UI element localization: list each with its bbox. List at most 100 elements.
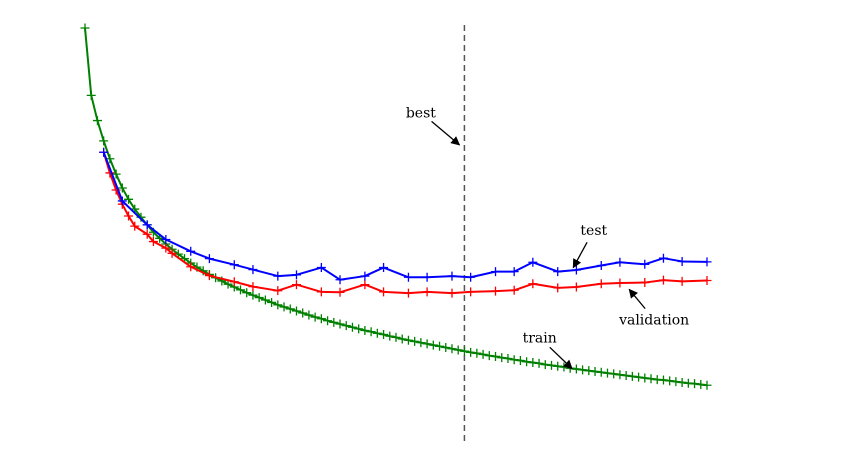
data-point-train xyxy=(478,349,488,359)
data-point-validation xyxy=(316,287,326,297)
annotation-best-label: best xyxy=(406,105,436,121)
series-line-train xyxy=(84,27,708,387)
data-point-test xyxy=(186,246,196,256)
data-point-train xyxy=(441,343,451,353)
data-point-validation xyxy=(335,287,345,297)
data-point-validation xyxy=(491,286,501,296)
data-point-validation xyxy=(291,280,301,290)
data-point-validation xyxy=(124,211,134,221)
data-point-validation xyxy=(142,229,152,239)
annotations: best test validation train xyxy=(406,105,689,370)
data-point-train xyxy=(248,290,258,300)
data-point-validation xyxy=(167,248,177,258)
data-point-train xyxy=(503,353,513,363)
data-point-train xyxy=(553,361,563,371)
data-point-train xyxy=(690,379,700,389)
data-point-train xyxy=(391,332,401,342)
data-point-validation xyxy=(571,282,581,292)
data-point-train xyxy=(260,295,270,305)
data-point-train xyxy=(534,358,544,368)
data-point-train xyxy=(696,379,706,389)
data-point-train xyxy=(403,335,413,345)
data-point-validation xyxy=(447,288,457,298)
data-point-train xyxy=(646,374,656,384)
data-point-train xyxy=(372,328,382,338)
data-point-train xyxy=(341,321,351,331)
data-point-test xyxy=(142,220,152,230)
data-point-test xyxy=(640,259,650,269)
data-point-test xyxy=(553,267,563,277)
data-point-test xyxy=(491,267,501,277)
data-point-validation xyxy=(466,287,476,297)
data-point-train xyxy=(459,346,469,356)
data-point-train xyxy=(509,355,519,365)
data-point-train xyxy=(640,373,650,383)
data-point-validation xyxy=(615,278,625,288)
data-point-train xyxy=(497,353,507,363)
data-point-train xyxy=(609,369,619,379)
data-point-train xyxy=(279,302,289,312)
data-point-test xyxy=(273,271,283,281)
data-point-train xyxy=(242,288,252,298)
data-point-train xyxy=(379,330,389,340)
data-point-test xyxy=(447,271,457,281)
data-point-validation xyxy=(186,262,196,272)
data-point-train xyxy=(571,364,581,374)
series-line-validation xyxy=(102,151,708,295)
data-point-validation xyxy=(658,275,668,285)
data-point-validation xyxy=(360,280,370,290)
data-point-validation xyxy=(640,278,650,288)
data-point-train xyxy=(447,344,457,354)
data-point-train xyxy=(354,324,364,334)
annotation-train-arrow xyxy=(549,346,573,370)
data-point-train xyxy=(124,194,134,204)
data-point-validation xyxy=(509,285,519,295)
data-point-train xyxy=(677,377,687,387)
annotation-validation-arrow xyxy=(628,288,646,310)
data-point-test xyxy=(528,257,538,267)
annotation-train-label: train xyxy=(523,331,557,347)
annotation-validation-label: validation xyxy=(618,312,689,328)
data-point-validation xyxy=(379,287,389,297)
data-point-test xyxy=(204,254,214,264)
series-train xyxy=(80,23,712,390)
data-point-train xyxy=(316,314,326,324)
data-point-train xyxy=(254,293,264,303)
data-point-validation xyxy=(422,287,432,297)
data-point-train xyxy=(621,371,631,381)
data-point-train xyxy=(397,334,407,344)
annotation-best-arrow xyxy=(431,120,461,146)
data-point-test xyxy=(615,257,625,267)
data-point-test xyxy=(335,275,345,285)
data-point-train xyxy=(360,325,370,335)
data-point-test xyxy=(466,272,476,282)
data-point-train xyxy=(86,90,96,100)
data-point-train xyxy=(92,116,102,126)
data-point-test xyxy=(509,267,519,277)
data-point-train xyxy=(304,310,314,320)
data-point-train xyxy=(428,340,438,350)
data-point-test xyxy=(677,256,687,266)
data-point-test xyxy=(117,196,127,206)
data-point-validation xyxy=(677,276,687,286)
data-point-test xyxy=(596,261,606,271)
data-point-train xyxy=(702,380,712,390)
data-point-train xyxy=(466,347,476,357)
data-point-train xyxy=(602,368,612,378)
data-point-train xyxy=(491,351,501,361)
data-point-train xyxy=(665,376,675,386)
data-point-train xyxy=(671,377,681,387)
data-point-validation xyxy=(148,237,158,247)
data-point-train xyxy=(584,366,594,376)
data-point-train xyxy=(410,336,420,346)
data-point-train xyxy=(366,327,376,337)
data-point-test xyxy=(403,272,413,282)
data-point-train xyxy=(236,285,245,295)
data-point-train xyxy=(422,339,432,349)
data-point-train xyxy=(335,319,345,329)
data-point-train xyxy=(515,356,525,366)
data-point-validation xyxy=(204,271,214,281)
data-point-train xyxy=(435,341,445,351)
data-point-test xyxy=(316,263,326,273)
